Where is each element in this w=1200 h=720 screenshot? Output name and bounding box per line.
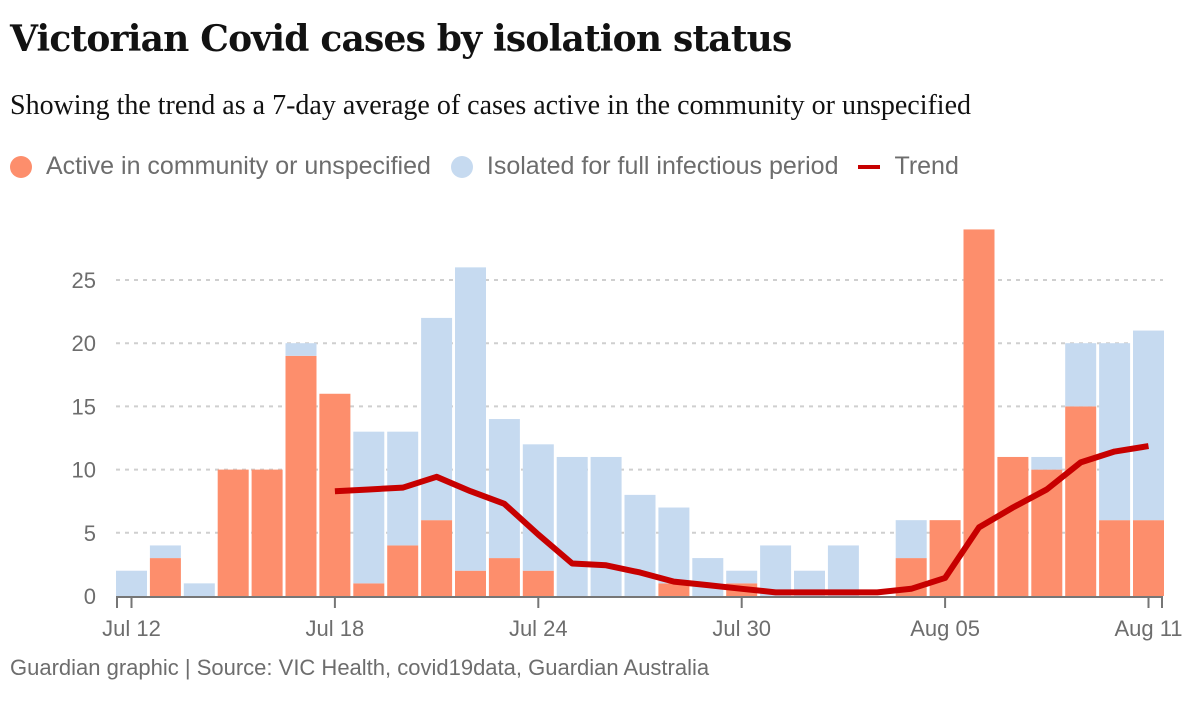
- bar-isolated: [1031, 456, 1063, 470]
- bar-isolated: [590, 456, 622, 596]
- y-tick-label: 20: [72, 331, 96, 356]
- bar-isolated: [1065, 343, 1097, 407]
- bar-active: [421, 520, 453, 596]
- x-axis: Jul 12 Jul 18 Jul 24 Jul 30 Aug 05 Aug 11: [102, 596, 1183, 641]
- bar-isolated: [1099, 343, 1131, 521]
- bar-isolated: [895, 520, 927, 559]
- y-tick-label: 10: [72, 458, 96, 483]
- y-tick-label: 25: [72, 268, 96, 293]
- x-tick-label: Jul 30: [712, 616, 771, 641]
- bar-active: [319, 393, 351, 596]
- y-axis-ticks: 0 5 10 15 20 25: [72, 268, 96, 609]
- bar-isolated: [692, 558, 724, 596]
- bar-active: [387, 545, 419, 596]
- legend-label-trend: Trend: [894, 152, 959, 180]
- bar-isolated: [116, 570, 147, 596]
- bar-active: [997, 456, 1029, 596]
- y-tick-label: 0: [84, 584, 96, 609]
- bar-isolated: [285, 343, 317, 356]
- bar-active: [488, 558, 520, 596]
- bar-active: [353, 583, 385, 596]
- bar-isolated: [760, 545, 792, 596]
- legend-item-isolated: Isolated for full infectious period: [450, 152, 839, 181]
- trend-line-group: [334, 443, 1149, 596]
- bar-isolated: [183, 583, 215, 596]
- legend-item-trend: Trend: [858, 152, 959, 181]
- x-tick-label: Aug 05: [910, 616, 980, 641]
- legend-swatch-active-icon: [10, 155, 32, 178]
- source-footer: Guardian graphic | Source: VIC Health, c…: [10, 655, 710, 680]
- bar-isolated: [827, 545, 859, 596]
- x-tick-label: Aug 11: [1114, 616, 1182, 641]
- bar-active: [522, 570, 554, 596]
- bar-active: [285, 355, 317, 596]
- x-tick-label: Jul 24: [509, 616, 568, 641]
- legend: Active in community or unspecified Isola…: [10, 152, 979, 181]
- bar-active: [251, 469, 283, 596]
- bar-isolated: [1133, 330, 1164, 521]
- legend-swatch-trend-icon: [858, 164, 881, 169]
- chart-subtitle: Showing the trend as a 7-day average of …: [10, 90, 972, 121]
- bar-isolated: [488, 419, 520, 559]
- bar-active: [1133, 520, 1164, 596]
- legend-label-isolated: Isolated for full infectious period: [486, 152, 839, 180]
- bar-isolated: [522, 444, 554, 571]
- bar-isolated: [421, 317, 453, 521]
- y-tick-label: 15: [72, 394, 96, 419]
- trend-line: [334, 443, 1149, 596]
- bar-isolated: [353, 431, 385, 584]
- bars: [116, 229, 1164, 596]
- bar-active: [1065, 406, 1097, 596]
- bar-active: [217, 469, 249, 596]
- bar-active: [658, 583, 690, 596]
- bar-isolated: [455, 267, 486, 571]
- bar-isolated: [726, 570, 758, 584]
- x-tick-label: Jul 12: [102, 616, 161, 641]
- bar-isolated: [556, 456, 588, 596]
- bar-active: [149, 558, 181, 596]
- bar-active: [455, 570, 486, 596]
- chart-title: Victorian Covid cases by isolation statu…: [10, 18, 792, 60]
- legend-label-active: Active in community or unspecified: [46, 152, 431, 180]
- bar-isolated: [658, 507, 690, 584]
- bar-isolated: [149, 545, 181, 559]
- bar-active: [963, 229, 995, 596]
- bar-active: [1099, 520, 1131, 596]
- legend-item-active: Active in community or unspecified: [10, 152, 431, 181]
- x-tick-label: Jul 18: [306, 616, 365, 641]
- y-tick-label: 5: [84, 521, 96, 546]
- legend-swatch-isolated-icon: [450, 155, 473, 178]
- bar-isolated: [624, 494, 656, 596]
